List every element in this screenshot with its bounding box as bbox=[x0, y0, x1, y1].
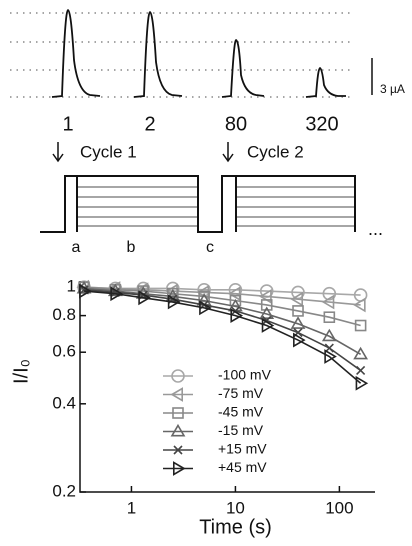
y-tick-label: 1 bbox=[67, 277, 76, 296]
marker bbox=[292, 305, 304, 317]
legend-label: -75 mV bbox=[218, 385, 264, 401]
legend-marker bbox=[173, 461, 186, 476]
legend-marker bbox=[170, 387, 183, 402]
arrows bbox=[52, 142, 234, 163]
trace-label: 80 bbox=[225, 113, 247, 135]
protocol bbox=[40, 175, 356, 233]
series-line bbox=[83, 290, 362, 384]
legend-label: -15 mV bbox=[218, 422, 264, 438]
legend-marker bbox=[171, 369, 185, 383]
marker bbox=[291, 285, 305, 300]
legend-label: +15 mV bbox=[218, 441, 267, 457]
marker bbox=[227, 286, 241, 302]
legend-label: +45 mV bbox=[218, 459, 267, 475]
cycle-label: Cycle 1 bbox=[80, 142, 137, 161]
marker bbox=[261, 318, 275, 333]
marker bbox=[290, 291, 304, 307]
phase-label: a bbox=[72, 239, 81, 256]
legend-marker bbox=[170, 423, 186, 437]
series-line bbox=[83, 287, 362, 356]
series: +45 mV bbox=[79, 283, 369, 476]
series-line bbox=[83, 288, 362, 372]
trace bbox=[305, 67, 346, 98]
marker bbox=[321, 328, 337, 342]
legend-marker bbox=[172, 407, 184, 419]
y-tick-label: 0.2 bbox=[52, 481, 76, 500]
marker bbox=[230, 308, 244, 324]
marker bbox=[354, 319, 367, 332]
traces-panel bbox=[10, 12, 350, 98]
marker bbox=[355, 375, 369, 391]
marker bbox=[167, 294, 181, 310]
trace bbox=[51, 9, 101, 98]
y-tick-label: 0.8 bbox=[52, 305, 76, 324]
marker bbox=[110, 286, 123, 302]
phase-label: b bbox=[127, 239, 136, 256]
marker bbox=[198, 290, 210, 303]
y-axis-label: I/I₀ bbox=[10, 359, 32, 384]
legend-marker bbox=[173, 445, 183, 455]
marker bbox=[259, 306, 275, 320]
step-levels bbox=[77, 186, 355, 227]
trace-label: 1 bbox=[62, 113, 73, 135]
marker bbox=[293, 332, 306, 348]
marker bbox=[79, 283, 92, 299]
y-tick-label: 0.4 bbox=[52, 393, 76, 412]
x-axis-label: Time (s) bbox=[199, 516, 272, 538]
trace bbox=[133, 11, 183, 98]
marker bbox=[356, 365, 366, 375]
marker bbox=[138, 290, 151, 306]
trace bbox=[221, 39, 265, 98]
trace-label: 320 bbox=[305, 113, 338, 135]
series: -100 mV bbox=[77, 280, 368, 383]
marker bbox=[322, 286, 337, 301]
y-tick-label: 0.6 bbox=[52, 342, 76, 361]
marker bbox=[199, 300, 212, 316]
continuation: ... bbox=[368, 219, 383, 239]
phase-label: c bbox=[206, 239, 214, 256]
legend-label: -100 mV bbox=[218, 367, 272, 383]
marker bbox=[324, 349, 337, 364]
x-tick-label: 1 bbox=[127, 498, 136, 517]
traces bbox=[51, 9, 346, 98]
series-line bbox=[83, 286, 361, 327]
scale-bar-label: 3 µA bbox=[380, 82, 405, 96]
marker bbox=[323, 311, 336, 324]
trace-label: 2 bbox=[144, 113, 155, 135]
marker bbox=[290, 316, 306, 329]
x-tick-label: 100 bbox=[325, 498, 353, 517]
series-line bbox=[84, 286, 361, 306]
marker bbox=[353, 346, 369, 360]
marker bbox=[260, 299, 273, 311]
marker bbox=[353, 297, 366, 313]
marker bbox=[321, 294, 335, 310]
cycle-label: Cycle 2 bbox=[247, 142, 304, 161]
legend-label: -45 mV bbox=[218, 404, 264, 420]
x-tick-label: 10 bbox=[226, 498, 245, 517]
